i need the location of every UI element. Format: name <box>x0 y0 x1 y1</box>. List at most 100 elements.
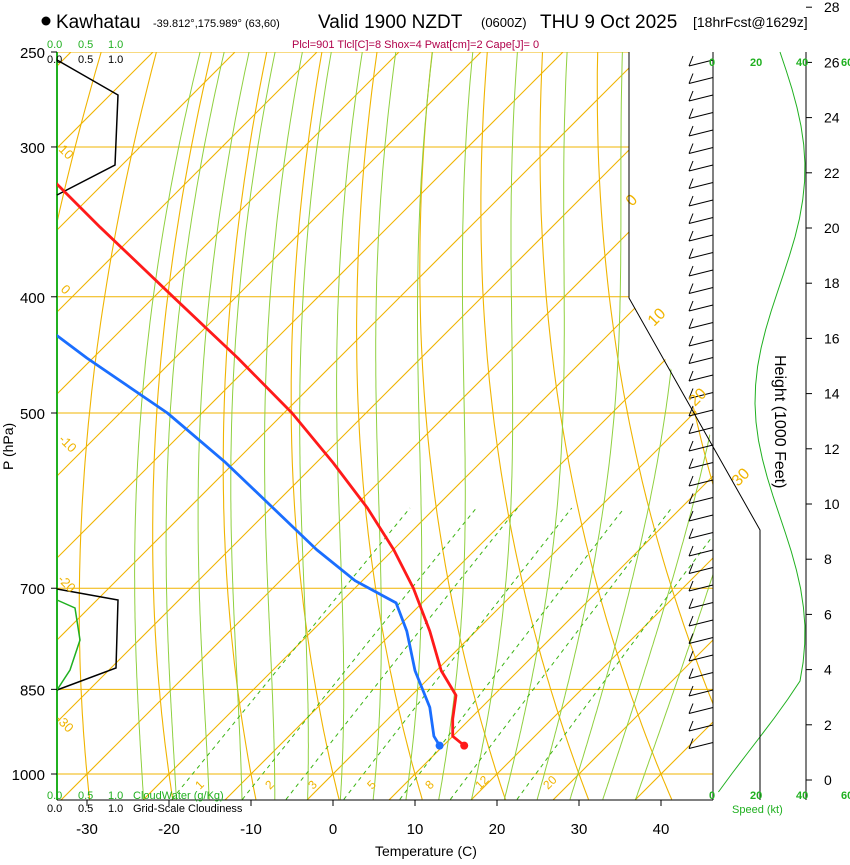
dry-adiabat <box>356 52 423 800</box>
wind-speed-profile <box>717 51 806 793</box>
wind-barb <box>688 269 714 277</box>
wind-barb <box>688 182 714 189</box>
wind-barb-flag <box>688 143 694 154</box>
wind-barb-flag <box>688 650 694 662</box>
moist-adiabat <box>299 52 332 800</box>
wind-barb-flag <box>688 283 694 294</box>
wind-barb <box>688 532 714 539</box>
isotherm-line <box>470 557 713 800</box>
pressure-tick-label: 700 <box>20 581 45 598</box>
pressure-tick-label: 500 <box>20 406 45 423</box>
cw-scale-0: 0.0 <box>47 790 62 802</box>
height-tick-label: 2 <box>824 717 832 733</box>
speed-top-60: 60 <box>841 57 850 69</box>
wind-barb <box>688 444 714 452</box>
wind-barb <box>688 549 714 557</box>
wind-barb <box>688 252 714 259</box>
cl-top-0: 0.0 <box>47 54 62 66</box>
wind-barb <box>688 567 714 574</box>
wind-barb-flag <box>688 493 694 504</box>
wind-barb <box>688 479 714 487</box>
cloud-water-lower <box>56 599 81 691</box>
pressure-tick-label: 300 <box>20 140 45 157</box>
wind-barb-flag <box>688 633 694 644</box>
chart-grid <box>57 52 713 800</box>
moist-adiabat <box>503 52 568 800</box>
height-tick-label: 6 <box>824 606 832 622</box>
wind-barb-flag <box>688 125 694 137</box>
wind-barb <box>688 304 714 312</box>
moist-adiabat <box>165 52 225 800</box>
pressure-tick-label: 850 <box>20 682 45 699</box>
wind-barb-flag <box>688 440 694 452</box>
wind-barb-flag <box>688 248 694 259</box>
cloud-water-title: CloudWater (g/Kg) <box>133 790 224 802</box>
wind-barb <box>688 147 714 154</box>
height-tick-label: 18 <box>824 275 840 291</box>
cloud-panel <box>56 52 119 800</box>
location-dot <box>41 16 51 26</box>
mixing-ratio-label: 8 <box>422 777 437 792</box>
wind-barb <box>688 217 714 224</box>
height-tick-label: 10 <box>824 496 840 512</box>
mixing-ratio-label: 12 <box>472 773 492 793</box>
wind-barb <box>688 392 714 399</box>
wind-barb-flag <box>688 230 694 242</box>
sounding-params: Plcl=901 Tlcl[C]=8 Shox=4 Pwat[cm]=2 Cap… <box>292 39 539 51</box>
speed-bot-60: 60 <box>841 790 850 802</box>
mixing-ratio-line <box>343 507 573 800</box>
dry-adiabat <box>596 52 713 706</box>
wind-barb <box>688 672 714 679</box>
panel-edge <box>628 52 761 800</box>
dewpoint-line <box>57 333 441 747</box>
wind-barb-flag <box>688 668 694 679</box>
mixing-ratio-line <box>285 507 518 800</box>
wind-barb-flag <box>688 160 694 172</box>
height-tick-label: 16 <box>824 330 840 346</box>
wind-barb <box>688 357 714 364</box>
speed-top-40: 40 <box>796 57 808 69</box>
isotherm-line <box>388 475 713 800</box>
wind-barb <box>688 112 714 119</box>
cl-scale-05: 0.5 <box>78 803 93 815</box>
height-tick-label: 24 <box>824 110 840 126</box>
mixing-ratio-line <box>449 507 672 800</box>
mixing-ratio-line <box>171 507 411 800</box>
mixing-ratio-label: 20 <box>540 773 560 793</box>
wind-barb-flag <box>688 685 694 697</box>
wind-barb-flag <box>688 458 694 469</box>
height-tick-label: 8 <box>824 551 832 567</box>
cw-scale-1: 1.0 <box>108 790 123 802</box>
valid-date: THU 9 Oct 2025 <box>540 12 677 33</box>
wind-barb-flag <box>688 265 694 277</box>
x-axis-label: Temperature (C) <box>375 843 477 859</box>
wind-barb-flag <box>688 510 694 522</box>
wind-barb-flag <box>688 213 694 224</box>
dry-adiabat <box>539 52 673 800</box>
temperature-line-surface-dot <box>460 741 469 750</box>
wind-barb-flag <box>688 405 694 417</box>
height-tick-label: 14 <box>824 386 840 402</box>
location-name: Kawhatau <box>56 12 141 33</box>
wind-barb-flag <box>688 370 694 382</box>
wind-panel <box>688 51 806 800</box>
wind-barb <box>688 374 714 382</box>
wind-barb <box>688 199 714 207</box>
wind-barb-flag <box>688 335 694 347</box>
moist-adiabat <box>372 52 397 800</box>
wind-barb <box>688 584 714 592</box>
cloudiness-lower <box>56 588 119 691</box>
moist-adiabat <box>405 52 434 800</box>
isotherm-label: 0 <box>58 282 74 298</box>
wind-barb <box>688 164 714 172</box>
wind-barb <box>688 602 714 609</box>
dry-adiabat <box>419 52 506 800</box>
isotherm-label: 10 <box>56 142 77 163</box>
wind-barb-flag <box>688 178 694 189</box>
isotherm-line <box>57 65 713 723</box>
wind-barb-flag <box>688 108 694 119</box>
height-tick-label: 0 <box>824 772 832 788</box>
wind-barb <box>688 724 714 732</box>
dry-adiabat <box>152 52 213 800</box>
